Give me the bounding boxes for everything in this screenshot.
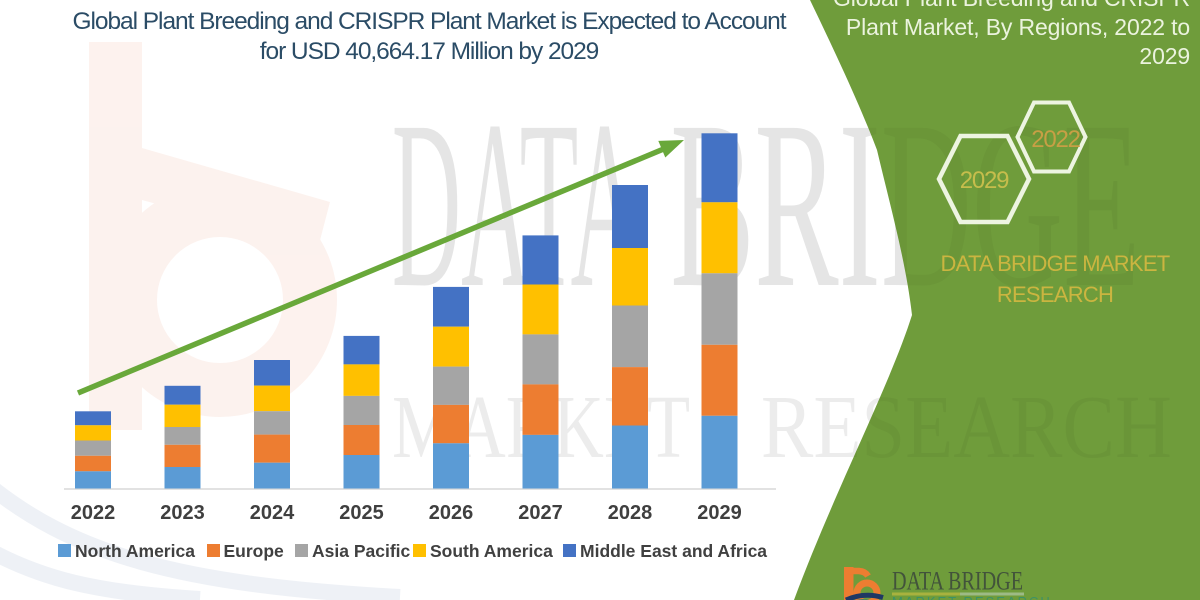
svg-text:MARKET RESEARCH: MARKET RESEARCH <box>892 594 1052 600</box>
svg-text:DATA: DATA <box>392 71 640 338</box>
svg-text:DATA BRIDGE: DATA BRIDGE <box>892 567 1023 596</box>
